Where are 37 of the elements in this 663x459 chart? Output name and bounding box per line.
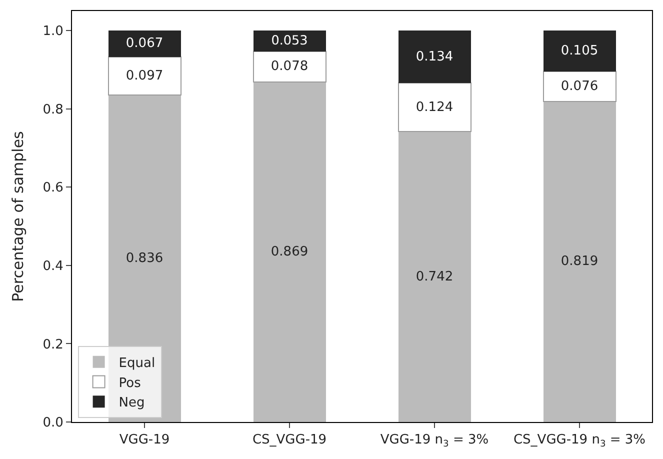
data-label: 0.097 <box>126 68 164 84</box>
x-tick-label: VGG-19 <box>119 432 170 448</box>
legend-label: Neg <box>118 396 145 411</box>
bar <box>398 132 471 422</box>
data-label: 0.078 <box>270 59 308 74</box>
bar <box>252 50 326 82</box>
data-label: 0.134 <box>416 49 454 64</box>
data-label: 0.076 <box>560 79 598 94</box>
data-label: 0.869 <box>270 244 308 260</box>
bar <box>398 82 472 132</box>
bar <box>108 30 181 57</box>
data-label: 0.124 <box>416 100 454 115</box>
y-tick-label: 1.0 <box>42 24 64 40</box>
bar <box>253 82 326 422</box>
bar <box>543 101 616 422</box>
y-tick-label: 0.6 <box>42 180 64 196</box>
y-tick-label: 0.2 <box>42 337 64 352</box>
data-label: 0.819 <box>560 254 598 270</box>
data-label: 0.053 <box>271 33 308 48</box>
y-axis-title: Percentage of samples <box>8 130 27 302</box>
data-label: 0.742 <box>416 269 454 284</box>
x-tick-label: CS_VGG-19 n$_{3}$ = 3% <box>513 432 646 450</box>
bar <box>398 30 471 84</box>
y-tick-label: 0.0 <box>42 416 64 431</box>
data-label: 0.067 <box>126 36 164 52</box>
legend-label: Pos <box>118 376 142 391</box>
bar <box>543 30 616 72</box>
bar <box>253 30 326 52</box>
data-label: 0.105 <box>560 44 598 59</box>
bar <box>542 71 616 102</box>
legend-label: Equal <box>118 356 156 371</box>
x-tick-label: VGG-19 n$_{3}$ = 3% <box>380 432 489 450</box>
y-tick-label: 0.4 <box>42 258 64 274</box>
bar <box>108 56 182 96</box>
x-tick-label: CS_VGG-19 <box>252 432 327 448</box>
data-label: 0.836 <box>126 250 164 266</box>
y-tick-label: 0.8 <box>42 102 64 118</box>
